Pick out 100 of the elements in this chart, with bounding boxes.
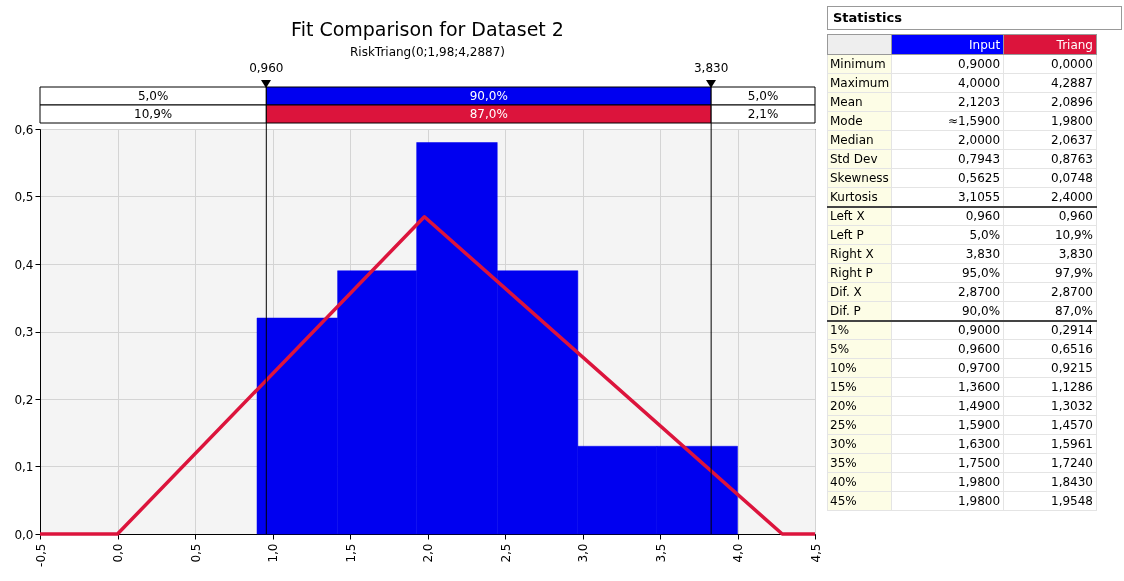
text: 5,0% xyxy=(891,225,1004,245)
text: 3,830 xyxy=(891,244,1004,264)
text: Statistics xyxy=(827,6,1122,30)
text: Left X xyxy=(827,206,892,226)
text: 4,2887 xyxy=(1003,73,1097,93)
y-tick-label: 0,2 xyxy=(14,392,34,407)
text: 10,9% xyxy=(1003,225,1097,245)
text: 2,1203 xyxy=(891,92,1004,112)
text: 0,960 xyxy=(1003,206,1097,226)
text: 1,8430 xyxy=(1003,472,1097,492)
text: 1,9800 xyxy=(891,491,1004,511)
text: 3,1055 xyxy=(891,187,1004,207)
text: 1,9800 xyxy=(891,472,1004,492)
text: Dif. P xyxy=(827,301,892,321)
chart-title: Fit Comparison for Dataset 2 xyxy=(290,18,565,40)
text: Left P xyxy=(827,225,892,245)
x-tick-label: 1,0 xyxy=(266,543,280,563)
text: 15% xyxy=(827,377,892,397)
x-tick-label: 4,5 xyxy=(808,543,823,563)
text: 1,1286 xyxy=(1003,377,1097,397)
x-tick-label: 1,5 xyxy=(343,543,358,563)
text: 2,1% xyxy=(747,107,779,121)
text: Maximum xyxy=(827,73,892,93)
y-tick-label: 0,0 xyxy=(14,527,34,542)
text: 5% xyxy=(827,339,892,359)
text: 1,7240 xyxy=(1003,453,1097,473)
text: 87,0% xyxy=(1003,301,1097,321)
y-tick-label: 0,4 xyxy=(14,257,34,272)
text: 0,0000 xyxy=(1003,54,1097,74)
text: 2,4000 xyxy=(1003,187,1097,207)
y-tick-label: 0,1 xyxy=(14,460,34,474)
text: 1,3032 xyxy=(1003,396,1097,416)
x-tick-label: 3,0 xyxy=(576,543,590,563)
text: 2,0000 xyxy=(891,130,1004,150)
text: 0,960 xyxy=(891,206,1004,226)
text: 1% xyxy=(827,320,892,340)
ref-line-label: 0,960 xyxy=(249,61,284,75)
text: 5,0% xyxy=(747,89,779,103)
text: 45% xyxy=(827,491,892,511)
text: Kurtosis xyxy=(827,187,892,207)
text: 1,4900 xyxy=(891,396,1004,416)
y-tick-label: 0,5 xyxy=(14,190,34,204)
text: 0,9600 xyxy=(891,339,1004,359)
category-label: Input xyxy=(891,34,1004,55)
text: 20% xyxy=(827,396,892,416)
text: 2,0637 xyxy=(1003,130,1097,150)
text: 0,6516 xyxy=(1003,339,1097,359)
y-tick-label: 0,3 xyxy=(14,325,34,339)
text: Median xyxy=(827,130,892,150)
text: Right P xyxy=(827,263,892,283)
text: 1,9548 xyxy=(1003,491,1097,511)
text: 87,0% xyxy=(469,107,508,121)
text: Skewness xyxy=(827,168,892,188)
text: 10,9% xyxy=(134,107,173,121)
text: 90,0% xyxy=(469,89,508,103)
x-tick-label: 2,0 xyxy=(421,543,435,563)
text: 0,2914 xyxy=(1003,320,1097,340)
y-tick-label: 0,6 xyxy=(14,122,34,137)
text: Dif. X xyxy=(827,282,892,302)
x-tick-label: 0,5 xyxy=(188,543,203,563)
text: Right X xyxy=(827,244,892,264)
text: ≈1,5900 xyxy=(891,111,1004,131)
text: 0,7943 xyxy=(891,149,1004,169)
text: 2,8700 xyxy=(891,282,1004,302)
text: 95,0% xyxy=(891,263,1004,283)
text: 0,8763 xyxy=(1003,149,1097,169)
text: 2,8700 xyxy=(1003,282,1097,302)
text: 97,9% xyxy=(1003,263,1097,283)
category-label: Triang xyxy=(1003,34,1097,55)
text: Mode xyxy=(827,111,892,131)
text: 0,9000 xyxy=(891,320,1004,340)
text: 1,5900 xyxy=(891,415,1004,435)
ref-line-label: 3,830 xyxy=(693,61,729,75)
x-tick-label: 3,5 xyxy=(653,543,668,563)
text: 0,5625 xyxy=(891,168,1004,188)
text: 1,3600 xyxy=(891,377,1004,397)
text: 25% xyxy=(827,415,892,435)
text: 4,0000 xyxy=(891,73,1004,93)
text: 30% xyxy=(827,434,892,454)
chart-subtitle: RiskTriang(0;1,98;4,2887) xyxy=(348,45,507,59)
x-tick-label: 0,0 xyxy=(111,543,125,563)
text: 3,830 xyxy=(1003,244,1097,264)
x-tick-label: 2,5 xyxy=(498,543,513,563)
text: 40% xyxy=(827,472,892,492)
text: 0,9700 xyxy=(891,358,1004,378)
text: 1,7500 xyxy=(891,453,1004,473)
text: 2,0896 xyxy=(1003,92,1097,112)
text: 0,9215 xyxy=(1003,358,1097,378)
text: 1,4570 xyxy=(1003,415,1097,435)
text: 1,9800 xyxy=(1003,111,1097,131)
text: 90,0% xyxy=(891,301,1004,321)
text: Minimum xyxy=(827,54,892,74)
text: 0,0748 xyxy=(1003,168,1097,188)
text: 0,9000 xyxy=(891,54,1004,74)
text: 10% xyxy=(827,358,892,378)
x-tick-label: -0,5 xyxy=(33,543,48,567)
text: 1,5961 xyxy=(1003,434,1097,454)
text: 35% xyxy=(827,453,892,473)
text: Std Dev xyxy=(827,149,892,169)
text: 1,6300 xyxy=(891,434,1004,454)
